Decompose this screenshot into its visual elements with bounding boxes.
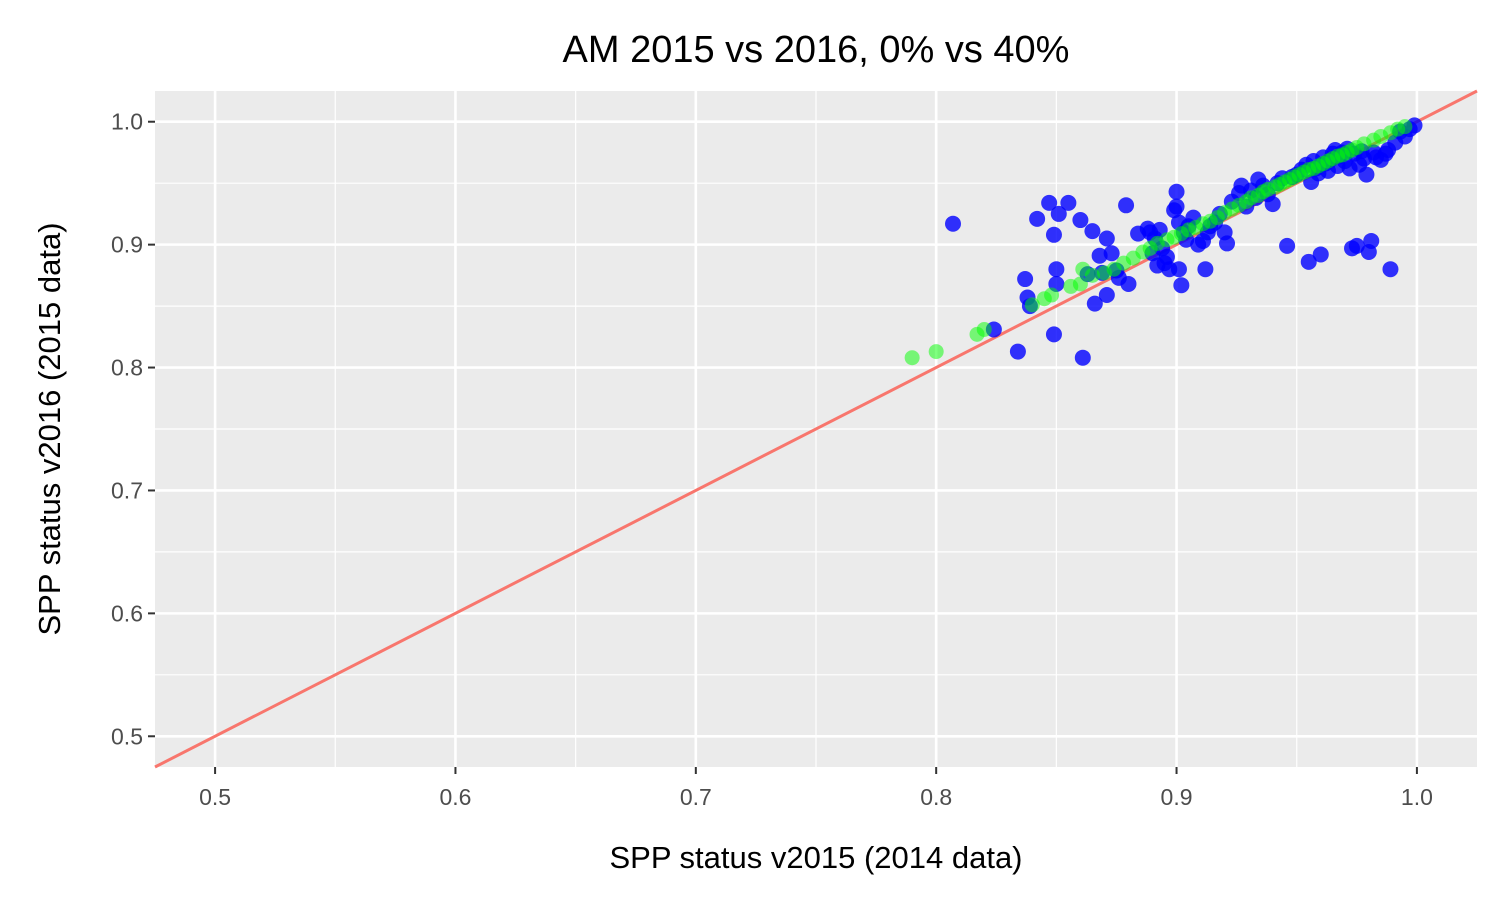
blue-point <box>1170 261 1187 278</box>
blue-point <box>1009 343 1026 360</box>
green-point <box>904 350 920 366</box>
blue-point <box>1358 166 1375 183</box>
y-tick-label: 1.0 <box>111 109 143 135</box>
chart-title: AM 2015 vs 2016, 0% vs 40% <box>563 29 1070 71</box>
blue-point <box>1050 205 1067 222</box>
y-axis-title: SPP status v2016 (2015 data) <box>32 222 67 635</box>
blue-point <box>1045 326 1062 343</box>
green-point <box>1072 276 1088 292</box>
blue-point <box>1091 247 1108 264</box>
x-tick-label: 0.9 <box>1161 784 1193 810</box>
blue-point <box>1045 226 1062 243</box>
green-point <box>976 321 992 337</box>
blue-point <box>1168 183 1185 200</box>
blue-point <box>1158 248 1175 265</box>
y-tick-label: 0.6 <box>111 600 143 626</box>
series-green-points <box>904 119 1413 366</box>
x-tick-label: 0.5 <box>199 784 231 810</box>
y-axis-ticks: 0.5 0.6 0.7 0.8 0.9 1.0 <box>111 109 155 749</box>
y-tick-label: 0.5 <box>111 723 143 749</box>
blue-point <box>1074 349 1091 366</box>
x-axis-ticks: 0.5 0.6 0.7 0.8 0.9 1.0 <box>199 767 1433 810</box>
blue-point <box>1312 246 1329 263</box>
blue-point <box>1048 261 1065 278</box>
x-tick-label: 1.0 <box>1401 784 1433 810</box>
blue-point <box>1086 295 1103 312</box>
blue-point <box>1363 232 1380 249</box>
blue-point <box>1041 194 1058 211</box>
blue-point <box>1060 194 1077 211</box>
blue-point <box>1279 237 1296 254</box>
blue-point <box>1173 277 1190 294</box>
green-point <box>1024 297 1040 313</box>
blue-point <box>1103 245 1120 262</box>
blue-point <box>1118 197 1135 214</box>
green-point <box>1084 267 1100 283</box>
x-tick-label: 0.7 <box>680 784 712 810</box>
blue-point <box>1098 230 1115 247</box>
y-tick-label: 0.7 <box>111 477 143 503</box>
blue-point <box>1300 253 1317 270</box>
x-tick-label: 0.6 <box>439 784 471 810</box>
y-tick-label: 0.8 <box>111 355 143 381</box>
blue-point <box>1348 237 1365 254</box>
x-tick-label: 0.8 <box>920 784 952 810</box>
blue-point <box>1072 212 1089 229</box>
blue-point <box>1029 210 1046 227</box>
x-axis-title: SPP status v2015 (2014 data) <box>609 840 1022 875</box>
green-point <box>1397 119 1413 135</box>
blue-point <box>945 215 962 232</box>
y-tick-label: 0.9 <box>111 232 143 258</box>
blue-point <box>1168 198 1185 215</box>
blue-point <box>1084 223 1101 240</box>
blue-point <box>1264 196 1281 213</box>
grid-major <box>155 91 1477 767</box>
blue-point <box>1017 271 1034 288</box>
green-point <box>928 344 944 360</box>
blue-point <box>1382 261 1399 278</box>
blue-point <box>1219 235 1236 252</box>
blue-point <box>1098 287 1115 304</box>
green-point <box>1044 287 1060 303</box>
blue-point <box>1197 261 1214 278</box>
blue-point <box>1120 275 1137 292</box>
